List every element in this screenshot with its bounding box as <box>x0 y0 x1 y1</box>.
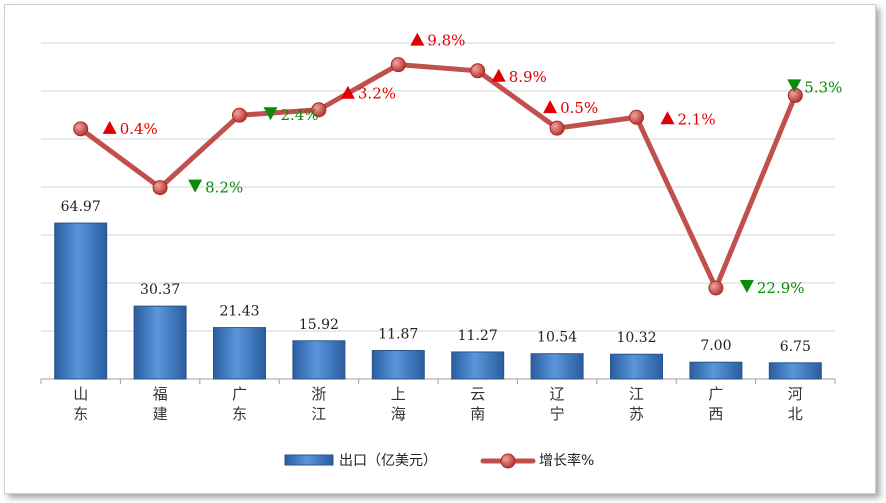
category-label: 浙江 <box>311 385 326 423</box>
up-arrow-icon <box>491 68 506 82</box>
chart-frame: 64.97 30.37 21.43 15.92 11.87 11.27 10.54 10.32… <box>4 4 876 494</box>
growth-value-label: 0.5% <box>560 99 598 117</box>
growth-value-label: 0.4% <box>120 120 158 138</box>
bar-value-label: 15.92 <box>299 317 339 333</box>
down-arrow-icon <box>787 79 802 93</box>
bar-3 <box>292 340 346 380</box>
bar-9 <box>768 362 822 380</box>
bar-value-label: 64.97 <box>61 199 101 215</box>
bar-8 <box>689 361 743 380</box>
growth-point-4 <box>390 57 406 73</box>
legend-bar-swatch <box>284 454 334 466</box>
bar-value-label: 11.27 <box>458 328 498 344</box>
growth-point-5 <box>470 63 486 79</box>
bar-2 <box>213 327 266 380</box>
up-arrow-icon <box>340 85 355 99</box>
legend-line-marker <box>500 453 516 469</box>
bar-6 <box>530 353 584 380</box>
growth-value-label: 8.9% <box>509 68 547 86</box>
growth-value-label: 9.8% <box>427 32 465 50</box>
up-arrow-icon <box>102 120 117 134</box>
up-arrow-icon <box>543 100 558 114</box>
bar-value-label: 7.00 <box>700 338 731 354</box>
export-growth-chart: 64.97 30.37 21.43 15.92 11.87 11.27 10.54 10.32… <box>40 32 842 469</box>
growth-value-label: 22.9% <box>757 279 805 297</box>
legend-bar-label: 出口（亿美元） <box>339 453 437 469</box>
growth-point-3 <box>311 102 327 118</box>
bar-7 <box>610 353 663 380</box>
bar-value-label: 21.43 <box>219 304 259 320</box>
growth-point-0 <box>73 121 89 137</box>
bar-4 <box>371 350 425 380</box>
category-label: 福建 <box>153 385 168 423</box>
category-label: 上海 <box>391 385 406 423</box>
growth-point-8 <box>708 280 724 296</box>
legend-line-label: 增长率% <box>539 452 594 469</box>
growth-point-7 <box>629 109 644 125</box>
growth-value-label: 5.3% <box>804 78 842 96</box>
growth-rate-line <box>78 62 798 291</box>
growth-point-6 <box>549 120 565 136</box>
category-label: 河北 <box>788 385 803 423</box>
category-label: 广西 <box>708 385 723 423</box>
down-arrow-icon <box>188 179 203 193</box>
up-arrow-icon <box>660 111 675 125</box>
category-label: 云南 <box>470 385 485 423</box>
category-label: 山东 <box>73 385 88 423</box>
bar-value-label: 10.32 <box>616 330 656 346</box>
bar-value-label: 6.75 <box>780 339 811 355</box>
bar-value-label: 10.54 <box>537 330 577 346</box>
growth-point-1 <box>152 180 168 196</box>
up-arrow-icon <box>410 32 425 46</box>
down-arrow-icon <box>739 280 754 293</box>
bar-1 <box>133 305 187 380</box>
category-label: 辽宁 <box>550 385 565 423</box>
bar-value-label: 30.37 <box>140 282 180 298</box>
category-label: 广东 <box>232 385 247 423</box>
growth-value-label: 2.1% <box>678 110 716 128</box>
growth-value-label: 3.2% <box>358 85 396 103</box>
down-arrow-icon <box>263 107 278 121</box>
growth-value-label: 8.2% <box>205 179 243 197</box>
bar-5 <box>451 351 505 380</box>
bar-0 <box>54 222 108 380</box>
growth-point-2 <box>232 107 247 123</box>
growth-value-label: 2.4% <box>281 106 319 124</box>
bar-value-label: 11.87 <box>378 327 418 343</box>
category-label: 江苏 <box>629 385 644 423</box>
